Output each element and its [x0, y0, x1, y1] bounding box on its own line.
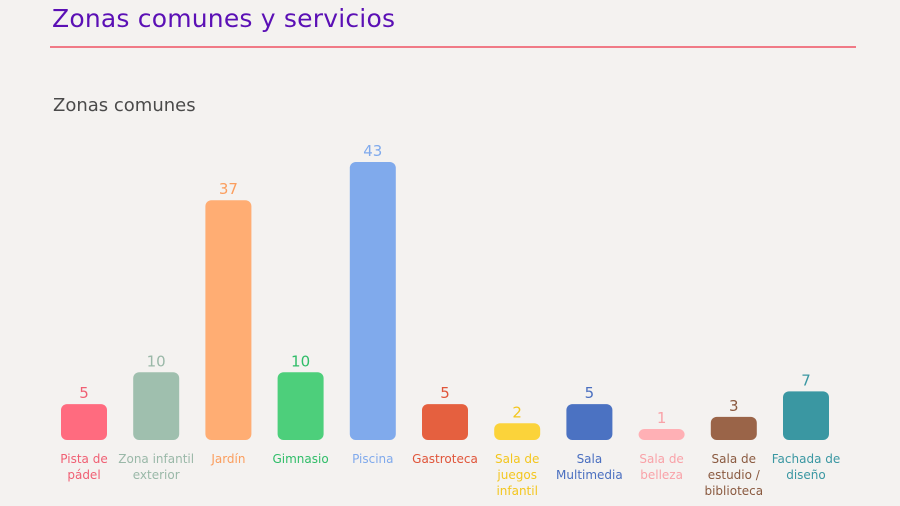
- category-label: Piscina: [352, 452, 393, 466]
- title-divider: [50, 46, 856, 48]
- data-label: 43: [363, 142, 382, 160]
- data-label: 37: [219, 180, 238, 198]
- category-label: Sala de belleza: [639, 452, 683, 482]
- data-label: 10: [291, 352, 310, 370]
- page-title: Zonas comunes y servicios: [52, 4, 396, 33]
- category-label: Sala Multimedia: [556, 452, 623, 482]
- category-label: Sala de estudio / biblioteca: [704, 452, 763, 498]
- bar: [566, 404, 613, 440]
- bar: [638, 429, 685, 440]
- bar: [277, 372, 324, 440]
- bar: [422, 404, 468, 440]
- data-label: 2: [512, 403, 522, 421]
- bar: [783, 391, 829, 440]
- bar: [61, 404, 107, 440]
- category-label: Gastroteca: [412, 452, 478, 466]
- category-label: Jardín: [210, 452, 245, 466]
- data-label: 1: [657, 409, 667, 427]
- bar: [349, 162, 396, 440]
- data-label: 7: [801, 371, 811, 389]
- bar: [494, 423, 541, 440]
- data-label: 5: [79, 384, 89, 402]
- chart-title: Zonas comunes: [53, 95, 196, 116]
- data-label: 10: [147, 352, 166, 370]
- data-label: 5: [585, 384, 595, 402]
- bar: [133, 372, 180, 440]
- category-label: Pista de pádel: [60, 452, 107, 482]
- category-label: Sala de juegos infantil: [495, 452, 539, 498]
- category-label: Gimnasio: [272, 452, 328, 466]
- data-label: 5: [440, 384, 450, 402]
- data-label: 3: [729, 397, 739, 415]
- category-label: Fachada de diseño: [772, 452, 841, 482]
- category-label: Zona infantil exterior: [118, 452, 194, 482]
- bar: [205, 200, 252, 440]
- bar: [710, 416, 757, 440]
